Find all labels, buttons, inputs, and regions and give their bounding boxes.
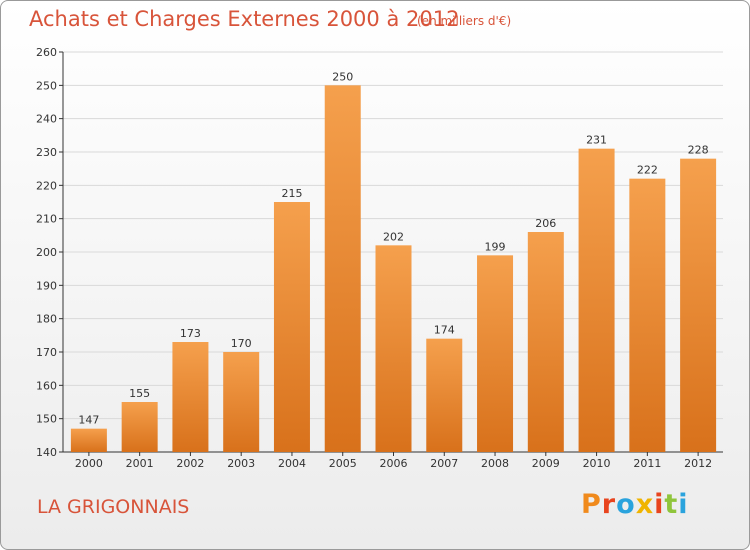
x-tick-label-2012: 2012 — [684, 457, 712, 470]
data-label-2002: 173 — [180, 327, 201, 340]
y-tick-label: 230 — [36, 146, 57, 159]
x-tick-label-2005: 2005 — [329, 457, 357, 470]
data-label-2012: 228 — [688, 144, 709, 157]
y-tick-label: 200 — [36, 246, 57, 259]
place-name: LA GRIGONNAIS — [37, 496, 190, 518]
y-tick-label: 240 — [36, 113, 57, 126]
x-tick-label-2002: 2002 — [176, 457, 204, 470]
data-label-2001: 155 — [129, 387, 150, 400]
data-label-2003: 170 — [231, 337, 252, 350]
bar-2012[interactable] — [680, 158, 717, 452]
x-tick-label-2008: 2008 — [481, 457, 509, 470]
y-tick-label: 260 — [36, 46, 57, 59]
data-label-2006: 202 — [383, 230, 404, 243]
logo-letter: i — [678, 489, 689, 520]
data-label-2000: 147 — [78, 414, 99, 427]
data-label-2005: 250 — [332, 70, 353, 83]
x-tick-label-2000: 2000 — [75, 457, 103, 470]
bar-2008[interactable] — [477, 255, 514, 452]
bar-2000[interactable] — [70, 428, 107, 452]
data-label-2009: 206 — [535, 217, 556, 230]
y-tick-label: 190 — [36, 279, 57, 292]
y-tick-label: 170 — [36, 346, 57, 359]
logo-letter: o — [616, 489, 636, 520]
y-tick-label: 210 — [36, 213, 57, 226]
logo-letter: P — [581, 489, 602, 520]
logo-letter: r — [601, 489, 617, 520]
y-tick-label: 220 — [36, 179, 57, 192]
x-tick-label-2004: 2004 — [278, 457, 306, 470]
labels: 147 2000 155 2001 173 2002 170 2003 215 2004 250 20… — [75, 70, 712, 470]
bar-2010[interactable] — [578, 148, 615, 452]
x-tick-label-2007: 2007 — [430, 457, 458, 470]
bar-2006[interactable] — [375, 245, 412, 452]
proxiti-logo[interactable]: Proxiti — [581, 489, 689, 520]
x-tick-label-2010: 2010 — [583, 457, 611, 470]
data-label-2011: 222 — [637, 164, 658, 177]
x-tick-label-2001: 2001 — [126, 457, 154, 470]
bar-2005[interactable] — [324, 85, 361, 452]
axes: 140 150 160 170 180 190 200 210 220 230 240 250 260 — [36, 46, 723, 459]
bar-2009[interactable] — [527, 232, 564, 452]
data-label-2010: 231 — [586, 134, 607, 147]
data-label-2008: 199 — [485, 240, 506, 253]
data-label-2004: 215 — [281, 187, 302, 200]
x-tick-label-2009: 2009 — [532, 457, 560, 470]
y-tick-label: 180 — [36, 313, 57, 326]
bar-2007[interactable] — [426, 338, 463, 452]
y-tick-label: 160 — [36, 379, 57, 392]
y-tick-label: 140 — [36, 446, 57, 459]
logo-letter: t — [664, 489, 679, 520]
x-tick-label-2003: 2003 — [227, 457, 255, 470]
logo-letter: i — [654, 489, 665, 520]
bar-2004[interactable] — [273, 202, 310, 452]
bars — [70, 85, 717, 452]
bar-2001[interactable] — [121, 402, 158, 452]
bar-2002[interactable] — [172, 342, 209, 452]
bar-2003[interactable] — [223, 352, 260, 452]
logo-letter: x — [635, 489, 655, 520]
chart-title: Achats et Charges Externes 2000 à 2012 — [29, 7, 460, 31]
chart-subtitle: (en milliers d'€) — [417, 14, 512, 28]
x-tick-label-2006: 2006 — [380, 457, 408, 470]
x-tick-label-2011: 2011 — [633, 457, 661, 470]
y-tick-label: 250 — [36, 79, 57, 92]
y-tick-label: 150 — [36, 413, 57, 426]
bar-2011[interactable] — [629, 178, 666, 452]
data-label-2007: 174 — [434, 324, 455, 337]
